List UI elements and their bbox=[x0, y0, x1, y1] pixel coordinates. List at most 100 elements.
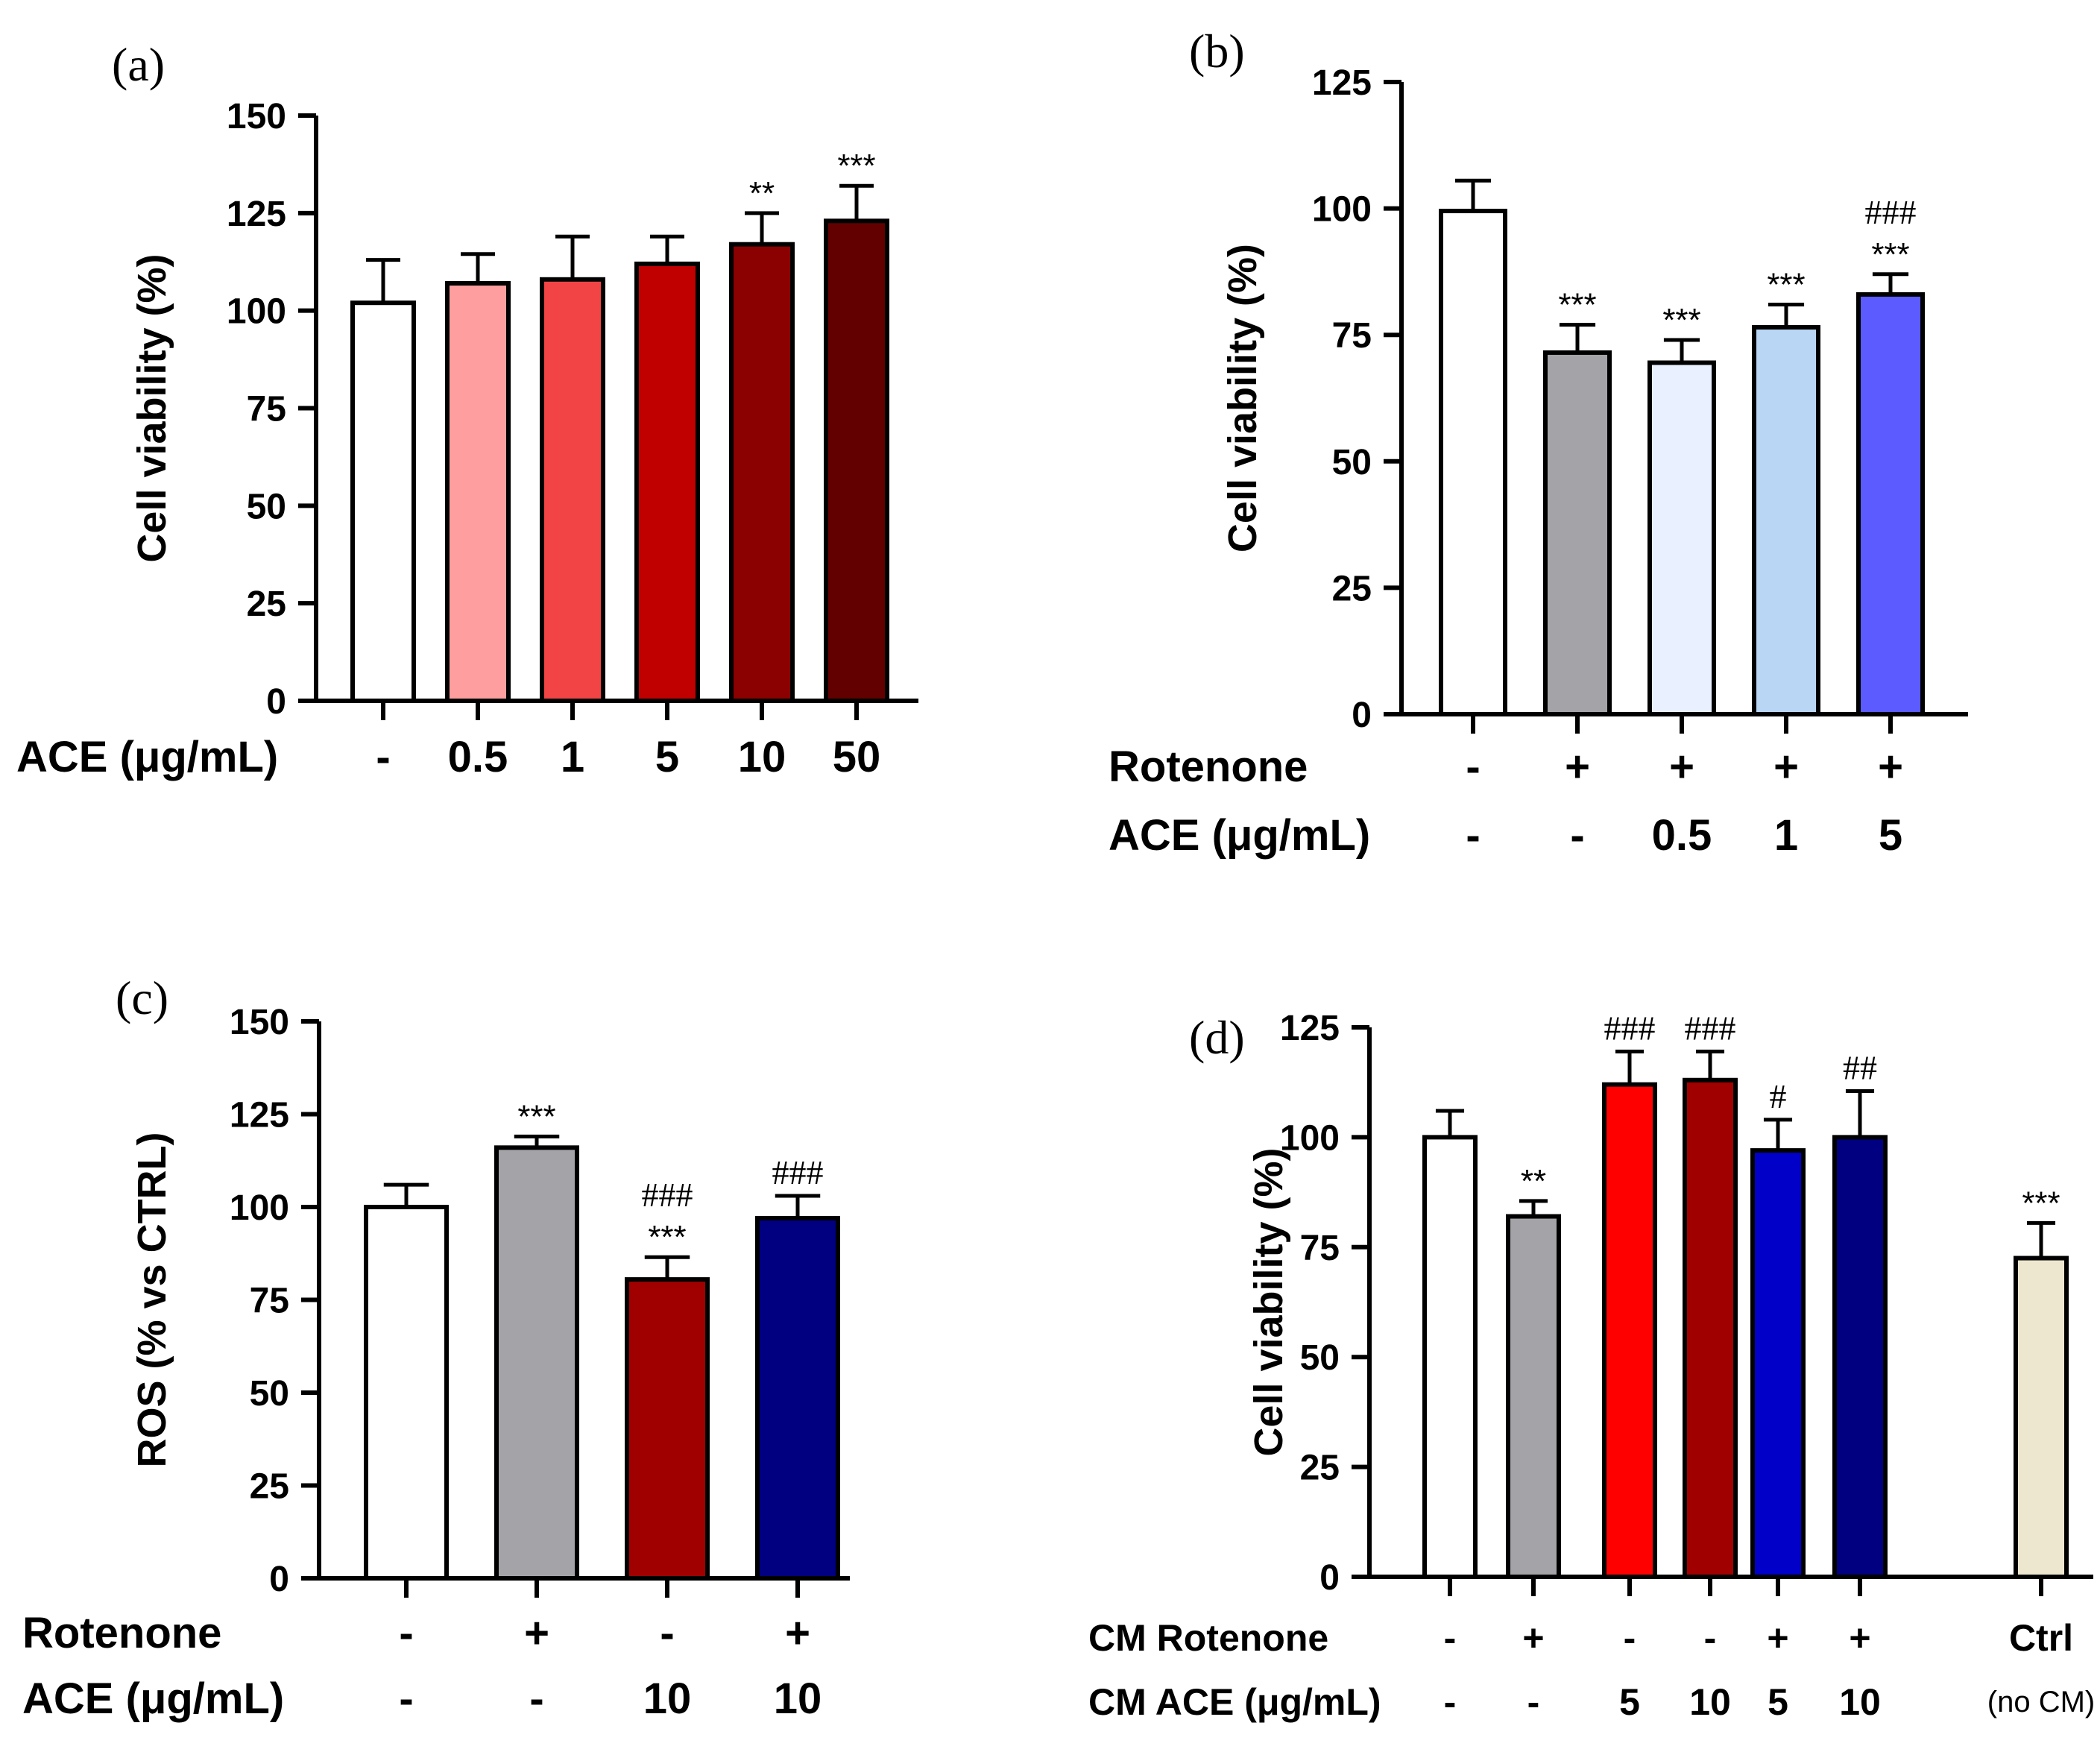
row-value: 5 bbox=[1879, 811, 1902, 860]
row-value: 1 bbox=[1774, 811, 1798, 860]
significance-marker: ** bbox=[1521, 1163, 1546, 1200]
row-value: - bbox=[1527, 1681, 1540, 1723]
y-tick-label: 100 bbox=[1312, 190, 1372, 230]
bar bbox=[1832, 1135, 1888, 1579]
row-value: + bbox=[1565, 743, 1590, 791]
significance-marker: *** bbox=[648, 1219, 686, 1255]
row-label: Rotenone bbox=[22, 1609, 221, 1657]
row-label: CM ACE (μg/mL) bbox=[1088, 1681, 1381, 1723]
hash-marker: # bbox=[1770, 1077, 1787, 1115]
ctrl-note: (no CM) bbox=[1987, 1686, 2095, 1718]
bar bbox=[1856, 292, 1925, 717]
row-value: - bbox=[529, 1674, 543, 1723]
hash-marker: ## bbox=[1843, 1048, 1877, 1086]
panel-b: (b) 0 25 50 75 100 125 Cell viability (%) *** ***… bbox=[1109, 25, 1968, 860]
significance-marker: *** bbox=[2022, 1185, 2060, 1221]
row-value: + bbox=[1773, 743, 1799, 791]
row-value: + bbox=[524, 1609, 549, 1657]
hash-marker: ### bbox=[642, 1176, 693, 1214]
bar bbox=[540, 277, 605, 703]
bar bbox=[824, 218, 889, 703]
bar bbox=[729, 242, 795, 703]
row-value: 5 bbox=[1768, 1681, 1788, 1723]
row-value: 5 bbox=[1619, 1681, 1640, 1723]
row-value: - bbox=[1624, 1617, 1636, 1659]
row-value: + bbox=[1878, 743, 1903, 791]
row-value: - bbox=[376, 733, 390, 781]
row-value: - bbox=[399, 1609, 413, 1657]
hash-marker: ### bbox=[1865, 193, 1917, 231]
row-value: - bbox=[660, 1609, 674, 1657]
hash-marker: ### bbox=[772, 1153, 824, 1191]
bar bbox=[1647, 360, 1716, 716]
row-label: ACE (μg/mL) bbox=[1109, 811, 1370, 860]
panel-letter: (b) bbox=[1189, 25, 1245, 78]
significance-marker: *** bbox=[1767, 266, 1805, 303]
y-tick-label: 150 bbox=[227, 97, 286, 136]
row-value: 10 bbox=[1839, 1681, 1881, 1723]
y-tick-label: 50 bbox=[247, 487, 286, 526]
y-tick-label: 25 bbox=[1332, 569, 1372, 608]
row-label: ACE (μg/mL) bbox=[22, 1674, 284, 1723]
panel-letter: (a) bbox=[112, 38, 165, 91]
row-value: + bbox=[1669, 743, 1694, 791]
row-value: 0.5 bbox=[448, 733, 508, 781]
y-tick-label: 75 bbox=[250, 1282, 289, 1321]
y-tick-label: 125 bbox=[227, 195, 286, 234]
y-tick-label: 25 bbox=[1300, 1449, 1340, 1488]
row-value: - bbox=[399, 1674, 413, 1723]
row-value: 10 bbox=[643, 1674, 692, 1723]
row-value: - bbox=[1466, 811, 1480, 860]
hash-marker: ### bbox=[1604, 1009, 1656, 1047]
y-tick-label: 0 bbox=[1352, 696, 1372, 735]
row-label: Rotenone bbox=[1109, 743, 1308, 791]
y-tick-label: 75 bbox=[247, 390, 286, 429]
y-tick-label: 25 bbox=[250, 1467, 289, 1507]
bar bbox=[445, 281, 511, 703]
bar bbox=[1752, 325, 1820, 716]
y-axis-label: Cell viability (%) bbox=[1246, 1147, 1291, 1456]
y-tick-label: 50 bbox=[1332, 443, 1372, 482]
significance-marker: *** bbox=[1558, 287, 1596, 324]
y-axis-label: Cell viability (%) bbox=[130, 253, 174, 562]
row-value: 0.5 bbox=[1652, 811, 1712, 860]
bar bbox=[494, 1145, 579, 1581]
bar bbox=[1750, 1148, 1806, 1579]
y-tick-label: 125 bbox=[230, 1096, 289, 1135]
row-value: + bbox=[1849, 1617, 1870, 1659]
bar bbox=[634, 261, 700, 704]
row-value: 10 bbox=[774, 1674, 822, 1723]
row-value: + bbox=[1522, 1617, 1544, 1659]
y-tick-label: 125 bbox=[1280, 1009, 1340, 1048]
row-value: - bbox=[1444, 1617, 1457, 1659]
bar bbox=[364, 1205, 449, 1581]
y-tick-label: 25 bbox=[247, 585, 286, 624]
significance-marker: *** bbox=[1662, 302, 1700, 338]
y-tick-label: 125 bbox=[1312, 63, 1372, 103]
row-label: CM Rotenone bbox=[1088, 1617, 1328, 1659]
significance-marker: *** bbox=[837, 148, 875, 184]
bar bbox=[1506, 1214, 1561, 1579]
row-value: - bbox=[1444, 1681, 1457, 1723]
row-value: + bbox=[1767, 1617, 1788, 1659]
y-axis-label: ROS (% vs CTRL) bbox=[130, 1132, 174, 1467]
bar bbox=[350, 300, 416, 703]
row-value: - bbox=[1466, 743, 1480, 791]
significance-marker: *** bbox=[517, 1098, 555, 1135]
bar bbox=[755, 1215, 840, 1581]
bar bbox=[1422, 1135, 1478, 1579]
y-tick-label: 100 bbox=[230, 1188, 289, 1228]
row-value: 10 bbox=[1689, 1681, 1731, 1723]
y-tick-label: 150 bbox=[230, 1003, 289, 1042]
y-axis-label: Cell viability (%) bbox=[1220, 244, 1265, 552]
row-value: 10 bbox=[738, 733, 786, 781]
row-value: - bbox=[1704, 1617, 1717, 1659]
significance-marker: ** bbox=[749, 175, 775, 212]
bar bbox=[1602, 1082, 1657, 1579]
row-value: + bbox=[785, 1609, 810, 1657]
row-value: 50 bbox=[833, 733, 881, 781]
y-tick-label: 50 bbox=[1300, 1338, 1340, 1378]
row-value: Ctrl bbox=[2009, 1617, 2073, 1659]
